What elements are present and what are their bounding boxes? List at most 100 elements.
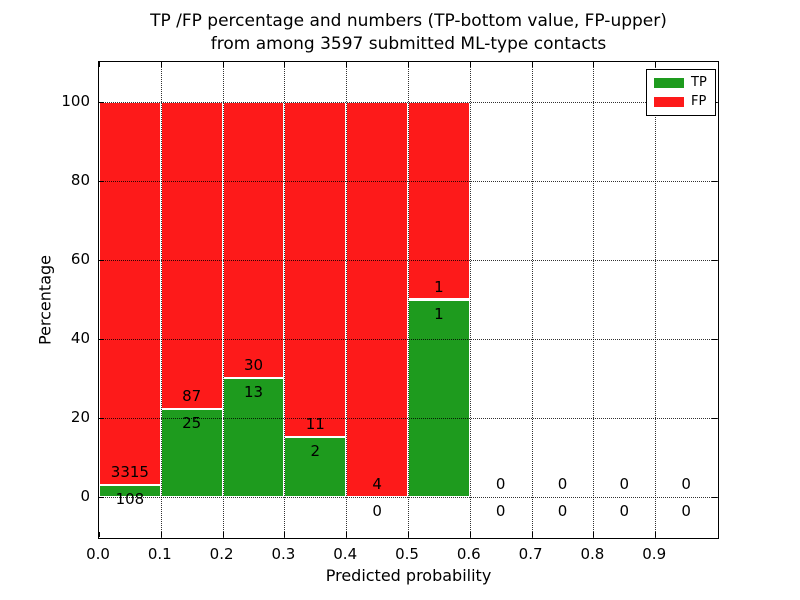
- tp-count-label: 1: [434, 304, 444, 323]
- fp-count-label: 0: [681, 475, 691, 494]
- x-tick-label: 0.4: [333, 545, 358, 563]
- tp-count-label: 0: [495, 502, 506, 521]
- bar-segment-tp: [408, 299, 470, 498]
- x-tick-label: 0.7: [518, 545, 543, 563]
- x-tick-label: 0.3: [271, 545, 296, 563]
- x-tick-mark-bottom: [655, 532, 657, 537]
- x-axis-label: Predicted probability: [325, 566, 492, 585]
- tp-swatch: [654, 78, 684, 88]
- x-gridline: [160, 62, 162, 538]
- x-tick-mark-top: [593, 62, 595, 67]
- fp-count-label: 1: [434, 277, 444, 296]
- x-tick-label: 0.5: [395, 545, 419, 563]
- fp-count-label: 30: [243, 355, 264, 374]
- x-tick-mark-top: [408, 62, 409, 67]
- x-gridline: [408, 62, 409, 538]
- bar-segment-tp: [160, 409, 223, 498]
- chart-title-line1: TP /FP percentage and numbers (TP-bottom…: [150, 11, 667, 31]
- plot-area: 3315 108 87 25 30 13 11 2 4 0 1 1 0 0 0 0 0 0 0 0: [98, 61, 719, 539]
- tp-count-label: 0: [681, 502, 691, 521]
- x-tick-mark-bottom: [222, 532, 224, 537]
- x-tick-label: 0.1: [147, 545, 172, 563]
- y-tick-label: 20: [70, 408, 90, 427]
- x-tick-mark-bottom: [469, 532, 471, 537]
- tp-count-label: 0: [372, 502, 382, 521]
- y-tick-mark-left: [99, 259, 104, 261]
- chart-title: TP /FP percentage and numbers (TP-bottom…: [98, 10, 719, 56]
- tp-count-label: 2: [310, 441, 321, 460]
- y-tick-mark-left: [99, 418, 104, 420]
- x-tick-mark-bottom: [408, 532, 409, 537]
- y-tick-mark-right: [712, 259, 717, 261]
- bar-segment-tp: [222, 377, 285, 498]
- x-tick-mark-top: [346, 62, 348, 67]
- x-tick-mark-top: [222, 62, 224, 67]
- x-tick-mark-top: [160, 62, 162, 67]
- x-tick-mark-top: [531, 62, 533, 67]
- x-gridline: [655, 62, 657, 538]
- x-gridline: [593, 62, 595, 538]
- x-tick-mark-bottom: [160, 532, 162, 537]
- legend: TP FP: [646, 69, 716, 116]
- legend-item-fp: FP: [654, 95, 708, 109]
- x-tick-label: 0.2: [209, 545, 234, 563]
- legend-label-tp: TP: [691, 75, 707, 90]
- y-tick-mark-right: [712, 418, 717, 420]
- y-tick-label: 60: [70, 249, 90, 268]
- bar-segment-fp: [160, 101, 223, 410]
- x-tick-label: 0.0: [86, 545, 110, 563]
- x-tick-mark-bottom: [531, 532, 533, 537]
- x-tick-mark-top: [99, 62, 100, 67]
- x-tick-label: 0.6: [456, 545, 481, 563]
- fp-count-label: 0: [557, 475, 568, 494]
- tp-count-label: 13: [243, 382, 264, 401]
- tp-count-label: 108: [115, 489, 145, 508]
- bar-segment-fp: [346, 101, 408, 498]
- x-gridline: [284, 62, 286, 538]
- x-tick-mark-bottom: [593, 532, 595, 537]
- fp-count-label: 0: [495, 475, 506, 494]
- bar-segment-tp: [99, 484, 161, 498]
- x-gridline: [346, 62, 348, 538]
- x-gridline: [469, 62, 471, 538]
- y-tick-mark-right: [712, 180, 717, 182]
- tp-count-label: 25: [182, 414, 202, 433]
- y-tick-label: 0: [80, 487, 90, 506]
- legend-label-fp: FP: [691, 94, 707, 109]
- legend-item-tp: TP: [654, 76, 708, 90]
- y-tick-label: 80: [70, 170, 90, 189]
- bar-segment-fp: [99, 101, 161, 485]
- bar-segment-fp: [222, 101, 285, 378]
- x-tick-mark-bottom: [99, 532, 100, 537]
- x-tick-mark-top: [284, 62, 286, 67]
- bar-segment-fp: [408, 101, 470, 300]
- x-tick-label: 0.9: [642, 545, 667, 563]
- x-tick-label: 0.8: [580, 545, 605, 563]
- y-tick-mark-right: [712, 497, 717, 499]
- tp-count-label: 0: [557, 502, 568, 521]
- x-gridline: [531, 62, 533, 538]
- y-tick-mark-left: [99, 339, 104, 341]
- x-tick-mark-top: [655, 62, 657, 67]
- fp-swatch: [654, 97, 684, 107]
- x-gridline: [222, 62, 224, 538]
- x-tick-mark-bottom: [346, 532, 348, 537]
- y-tick-label: 100: [61, 91, 90, 110]
- tp-count-label: 0: [619, 502, 630, 521]
- y-tick-mark-left: [99, 497, 104, 499]
- y-tick-mark-left: [99, 180, 104, 182]
- fp-count-label: 3315: [110, 462, 149, 481]
- x-tick-mark-bottom: [284, 532, 286, 537]
- fp-count-label: 11: [305, 414, 325, 433]
- bar-segment-fp: [284, 101, 347, 437]
- chart-title-line2: from among 3597 submitted ML-type contac…: [210, 34, 607, 54]
- y-tick-mark-right: [712, 339, 717, 341]
- y-tick-label: 40: [70, 329, 90, 348]
- bar-segment-tp: [284, 436, 347, 498]
- fp-count-label: 0: [619, 475, 630, 494]
- fp-count-label: 4: [372, 475, 382, 494]
- x-tick-mark-top: [469, 62, 471, 67]
- fp-count-label: 87: [182, 387, 202, 406]
- y-tick-mark-left: [99, 101, 104, 103]
